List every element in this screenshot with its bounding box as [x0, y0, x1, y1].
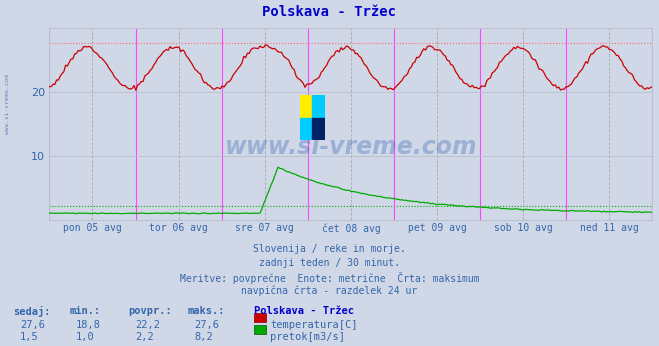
- Text: sre 07 avg: sre 07 avg: [235, 223, 294, 233]
- Bar: [312, 95, 325, 118]
- Text: Polskava - Tržec: Polskava - Tržec: [262, 5, 397, 19]
- Text: 8,2: 8,2: [194, 332, 213, 342]
- Text: 27,6: 27,6: [20, 320, 45, 330]
- Text: navpična črta - razdelek 24 ur: navpična črta - razdelek 24 ur: [241, 285, 418, 296]
- Text: povpr.:: povpr.:: [129, 306, 172, 316]
- Text: zadnji teden / 30 minut.: zadnji teden / 30 minut.: [259, 258, 400, 268]
- Text: pretok[m3/s]: pretok[m3/s]: [270, 332, 345, 342]
- Text: www.si-vreme.com: www.si-vreme.com: [5, 74, 11, 134]
- Text: 1,5: 1,5: [20, 332, 38, 342]
- Text: ned 11 avg: ned 11 avg: [580, 223, 639, 233]
- Bar: [300, 118, 312, 140]
- Text: pet 09 avg: pet 09 avg: [408, 223, 467, 233]
- Text: www.si-vreme.com: www.si-vreme.com: [225, 135, 477, 159]
- Text: čet 08 avg: čet 08 avg: [322, 223, 380, 234]
- Text: 22,2: 22,2: [135, 320, 160, 330]
- Text: pon 05 avg: pon 05 avg: [63, 223, 122, 233]
- Text: sob 10 avg: sob 10 avg: [494, 223, 553, 233]
- Text: 18,8: 18,8: [76, 320, 101, 330]
- Text: 27,6: 27,6: [194, 320, 219, 330]
- Bar: [300, 95, 312, 118]
- Text: tor 06 avg: tor 06 avg: [149, 223, 208, 233]
- Text: Meritve: povprečne  Enote: metrične  Črta: maksimum: Meritve: povprečne Enote: metrične Črta:…: [180, 272, 479, 284]
- Text: sedaj:: sedaj:: [13, 306, 51, 317]
- Text: Polskava - Tržec: Polskava - Tržec: [254, 306, 354, 316]
- Text: 2,2: 2,2: [135, 332, 154, 342]
- Bar: [312, 118, 325, 140]
- Text: maks.:: maks.:: [188, 306, 225, 316]
- Text: 1,0: 1,0: [76, 332, 94, 342]
- Text: min.:: min.:: [69, 306, 100, 316]
- Text: temperatura[C]: temperatura[C]: [270, 320, 358, 330]
- Text: Slovenija / reke in morje.: Slovenija / reke in morje.: [253, 244, 406, 254]
